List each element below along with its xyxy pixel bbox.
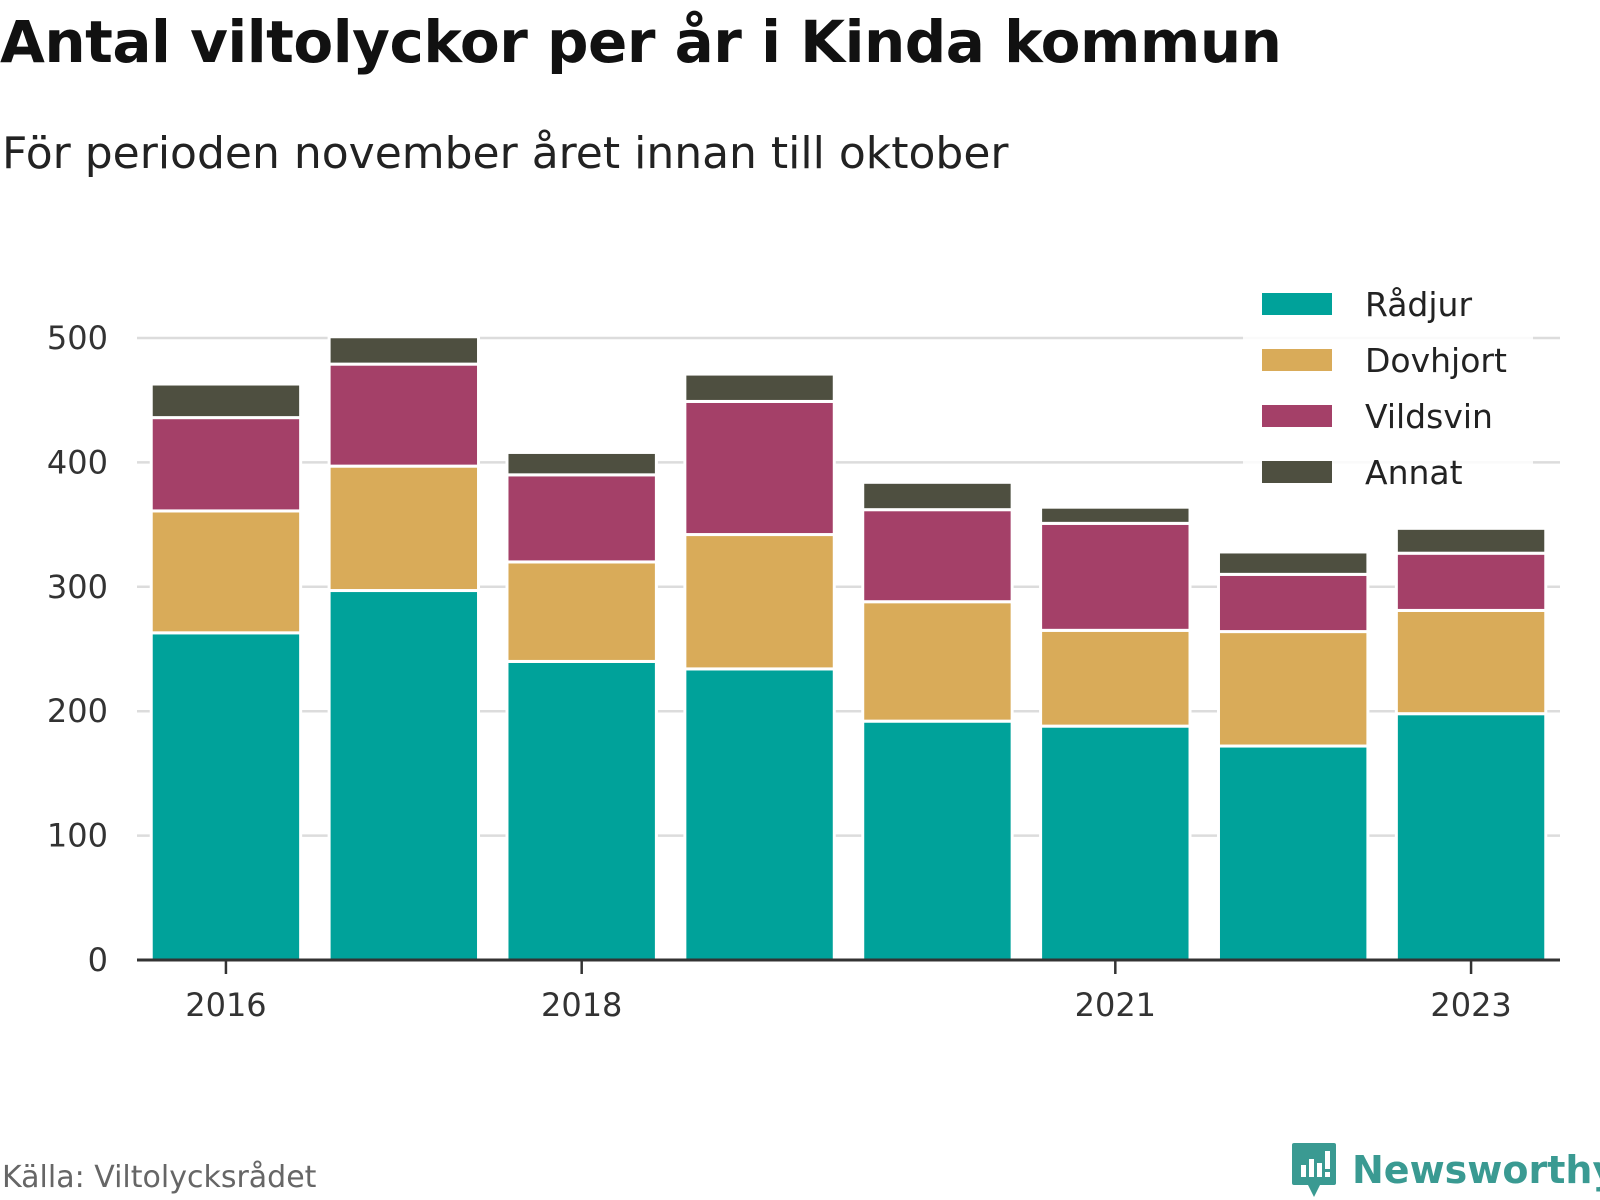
bar-segment bbox=[149, 509, 303, 635]
bar-segment bbox=[149, 416, 303, 513]
chart-subtitle: För perioden november året innan till ok… bbox=[2, 128, 1009, 179]
x-tick-label: 2021 bbox=[1075, 986, 1156, 1024]
bar-segment bbox=[683, 533, 836, 671]
y-tick-label: 200 bbox=[47, 692, 108, 730]
bar-segment bbox=[1039, 628, 1192, 728]
bars bbox=[149, 335, 1548, 962]
y-tick-label: 300 bbox=[47, 568, 108, 606]
y-axis-ticks: 0 100 200 300 400 500 bbox=[47, 319, 108, 979]
bar-segment bbox=[683, 372, 836, 403]
y-tick-label: 100 bbox=[47, 817, 108, 855]
legend: Rådjur Dovhjort Vildsvin Annat bbox=[1243, 278, 1533, 502]
bar-segment bbox=[1039, 521, 1192, 632]
brand: Newsworthy bbox=[1290, 1140, 1600, 1200]
legend-swatch bbox=[1262, 405, 1332, 427]
chart-title: Antal viltolyckor per år i Kinda kommun bbox=[0, 8, 1282, 76]
bar-segment bbox=[861, 719, 1014, 962]
bar-segment bbox=[149, 382, 303, 420]
legend-label: Vildsvin bbox=[1365, 397, 1493, 436]
bar-segment bbox=[683, 399, 836, 537]
bar-segment bbox=[505, 450, 658, 477]
bar-segment bbox=[1394, 551, 1548, 612]
bar-segment bbox=[505, 473, 658, 564]
legend-swatch bbox=[1262, 349, 1332, 371]
bar-segment bbox=[861, 508, 1014, 604]
bar-segment bbox=[505, 560, 658, 663]
bar-segment bbox=[1039, 724, 1192, 962]
x-axis-ticks: 2016 2018 2021 2023 bbox=[185, 960, 1512, 1024]
bar-segment bbox=[1394, 608, 1548, 716]
legend-swatch bbox=[1262, 461, 1332, 483]
legend-label: Rådjur bbox=[1365, 285, 1472, 324]
bar-segment bbox=[683, 667, 836, 962]
bar-segment bbox=[1216, 630, 1370, 748]
bar-segment bbox=[327, 362, 481, 468]
bar-segment bbox=[149, 631, 303, 962]
bar-segment bbox=[1216, 550, 1370, 576]
bar-segment bbox=[1216, 572, 1370, 634]
bar-segment bbox=[327, 464, 481, 593]
x-tick-label: 2018 bbox=[541, 986, 622, 1024]
brand-name: Newsworthy bbox=[1352, 1148, 1600, 1192]
x-tick-label: 2023 bbox=[1430, 986, 1511, 1024]
bar-segment bbox=[1394, 712, 1548, 962]
y-tick-label: 0 bbox=[88, 941, 108, 979]
bar-segment bbox=[861, 600, 1014, 723]
bar-segment bbox=[327, 335, 481, 366]
bar-segment bbox=[327, 589, 481, 962]
legend-label: Annat bbox=[1365, 453, 1463, 492]
source-note: Källa: Viltolycksrådet bbox=[2, 1160, 317, 1195]
newsworthy-logo-icon bbox=[1292, 1143, 1336, 1197]
legend-label: Dovhjort bbox=[1365, 341, 1507, 380]
bar-segment bbox=[861, 480, 1014, 512]
bar-segment bbox=[1039, 505, 1192, 525]
y-tick-label: 500 bbox=[47, 319, 108, 357]
legend-swatch bbox=[1262, 293, 1332, 315]
x-tick-label: 2016 bbox=[185, 986, 266, 1024]
bar-segment bbox=[505, 659, 658, 962]
bar-segment bbox=[1394, 526, 1548, 555]
y-tick-label: 400 bbox=[47, 443, 108, 481]
bar-segment bbox=[1216, 744, 1370, 962]
